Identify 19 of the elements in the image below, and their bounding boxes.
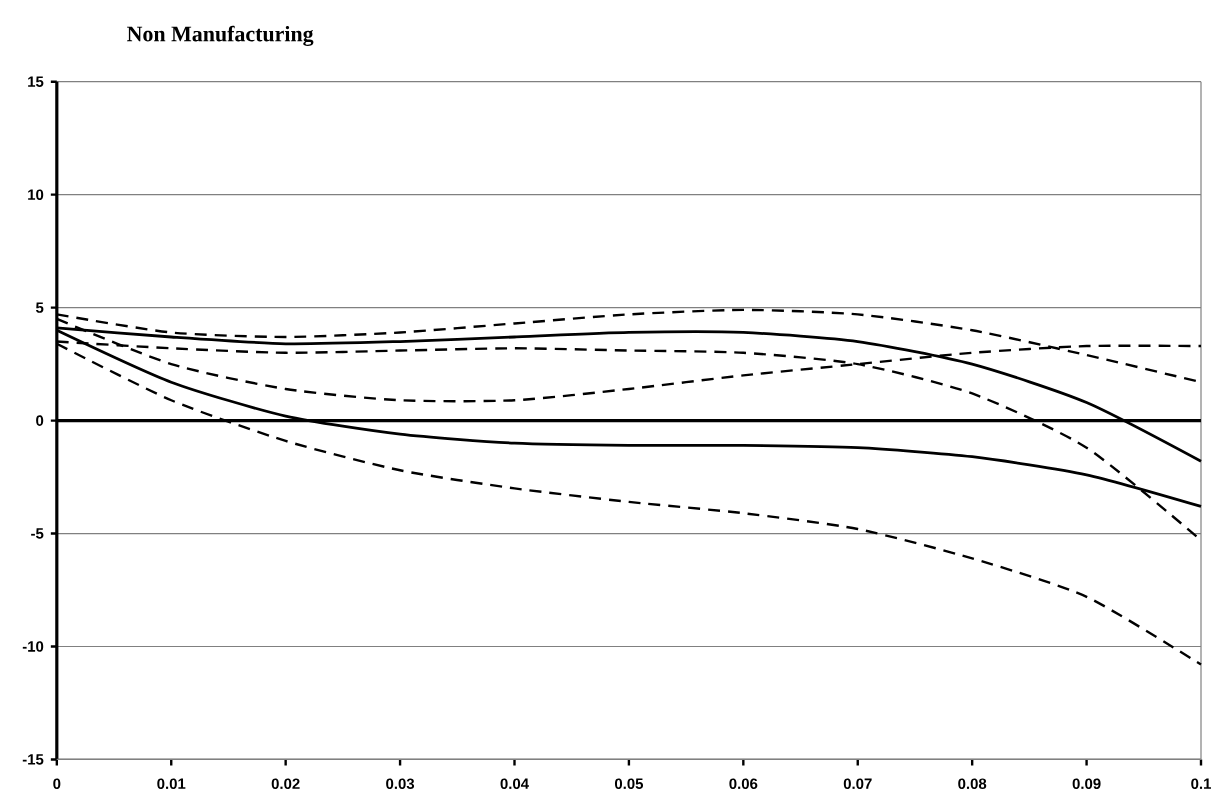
x-tick-label: 0.06 bbox=[729, 778, 758, 790]
x-tick-label: 0.07 bbox=[843, 778, 872, 790]
y-tick-label: -15 bbox=[22, 754, 44, 765]
x-tick-label: 0.03 bbox=[386, 778, 415, 790]
x-tick-label: 0.02 bbox=[271, 778, 300, 790]
y-tick-label: 15 bbox=[28, 76, 44, 88]
y-tick-label: 10 bbox=[28, 189, 44, 201]
x-tick-label: 0.04 bbox=[500, 778, 529, 790]
chart-title: Non Manufacturing bbox=[127, 25, 314, 47]
x-tick-label: 0.05 bbox=[614, 778, 644, 790]
x-tick-label: 0.1 bbox=[1191, 778, 1211, 790]
x-tick-label: 0 bbox=[53, 778, 61, 790]
y-tick-label: 5 bbox=[35, 302, 44, 314]
x-tick-label: 0.01 bbox=[157, 778, 186, 790]
y-tick-label: 0 bbox=[36, 415, 44, 427]
x-tick-label: 0.09 bbox=[1072, 778, 1101, 790]
y-tick-label: -10 bbox=[22, 641, 44, 652]
y-tick-label: -5 bbox=[31, 528, 44, 539]
x-tick-label: 0.08 bbox=[958, 778, 987, 790]
